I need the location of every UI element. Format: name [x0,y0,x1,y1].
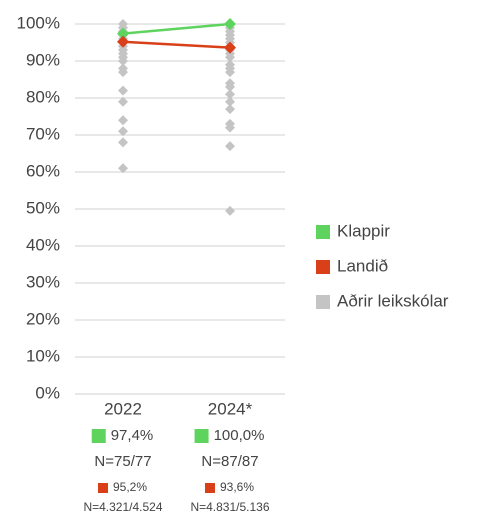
n-label: N=4.321/4.524 [83,500,162,514]
series-point [117,35,129,48]
y-tick-label: 80% [26,87,60,106]
y-tick-label: 0% [35,383,60,402]
other-point [118,67,128,78]
y-tick-label: 90% [26,50,60,69]
x-tick-label: 2022 [104,399,142,418]
legend-swatch [316,225,330,239]
other-point [118,137,128,148]
other-point [118,96,128,107]
y-tick-label: 40% [26,235,60,254]
value-label-swatch [91,429,106,443]
legend-swatch [316,295,330,309]
value-label-swatch [204,483,215,493]
value-label: 93,6% [220,480,254,494]
y-tick-label: 20% [26,309,60,328]
y-tick-label: 50% [26,198,60,217]
other-point [118,56,128,66]
value-label-swatch [194,429,209,443]
n-label: N=75/77 [94,453,151,470]
other-point [225,81,235,92]
y-tick-label: 10% [26,346,60,365]
legend-label: Aðrir leikskólar [337,291,449,310]
legend-swatch [316,260,330,274]
n-label: N=87/87 [201,453,258,470]
other-point [225,96,235,107]
other-point [225,122,235,133]
legend-label: Klappir [337,221,390,240]
n-label: N=4.831/5.136 [190,500,269,514]
series-point [117,27,129,40]
other-point [118,126,128,137]
other-point [118,85,128,96]
other-point [225,52,235,63]
other-point [118,115,128,126]
value-label-swatch [97,483,108,493]
series-line [122,40,231,49]
other-point [225,141,235,152]
value-label: 97,4% [111,427,154,444]
other-point [225,89,235,100]
series-line [122,22,231,35]
other-point [225,104,235,115]
y-tick-label: 60% [26,161,60,180]
value-label: 100,0% [214,427,265,444]
other-point [225,67,235,78]
other-point [118,163,128,174]
other-point [225,205,235,216]
legend-label: Landið [337,256,388,275]
series-point [224,18,236,30]
series-point [224,41,236,54]
x-tick-label: 2024* [208,399,253,418]
y-tick-label: 70% [26,124,60,143]
value-label: 95,2% [113,480,147,494]
y-tick-label: 100% [17,13,60,32]
y-tick-label: 30% [26,272,60,291]
